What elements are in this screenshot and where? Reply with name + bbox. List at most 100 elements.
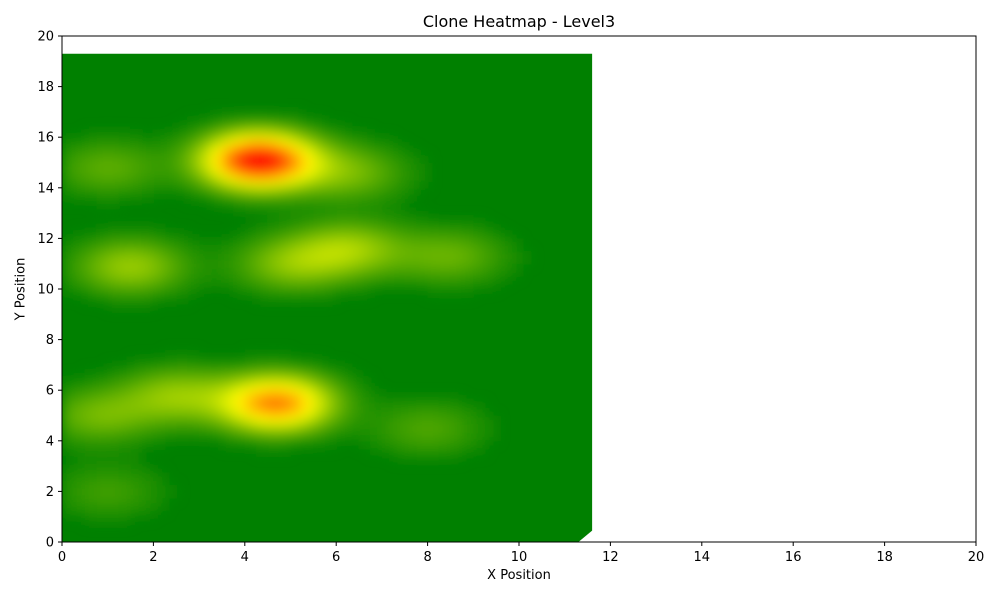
heatmap-cell: [62, 270, 75, 277]
heatmap-cell: [141, 295, 154, 303]
heatmap-cell: [62, 238, 75, 246]
heatmap-cell: [130, 270, 143, 277]
y-tick-label: 2: [46, 485, 54, 500]
heatmap-cell: [336, 206, 349, 214]
heatmap-cell: [153, 396, 166, 404]
heatmap-cell: [164, 232, 177, 239]
heatmap-cell: [301, 251, 314, 258]
heatmap-cell: [164, 371, 177, 379]
heatmap-cell: [313, 244, 326, 252]
heatmap-cell: [313, 206, 326, 214]
heatmap-cell: [164, 434, 177, 442]
heatmap-cell: [450, 415, 463, 423]
heatmap-cell: [84, 156, 97, 164]
heatmap-cell: [130, 225, 143, 233]
heatmap-cell: [130, 263, 143, 271]
heatmap-cell: [324, 289, 337, 296]
heatmap-cell: [233, 428, 246, 436]
heatmap-cell: [107, 175, 120, 183]
heatmap-cell: [210, 257, 223, 265]
heatmap-cell: [313, 251, 326, 258]
heatmap-cell: [176, 396, 189, 404]
x-tick-label: 8: [423, 550, 431, 565]
heatmap-cell: [439, 276, 452, 284]
heatmap-cell: [153, 491, 166, 499]
heatmap-cell: [210, 168, 223, 176]
heatmap-cell: [359, 396, 372, 404]
heatmap-cell: [96, 187, 109, 195]
heatmap-cell: [210, 244, 223, 252]
heatmap-cell: [221, 270, 234, 277]
heatmap-cell: [404, 276, 417, 284]
heatmap-cell: [141, 187, 154, 195]
heatmap-cell: [336, 194, 349, 202]
heatmap-cell: [381, 251, 394, 258]
heatmap-cell: [256, 118, 269, 126]
heatmap-cell: [141, 364, 154, 372]
heatmap-cell: [73, 175, 86, 183]
heatmap-cell: [256, 130, 269, 138]
heatmap-cell: [107, 364, 120, 372]
heatmap-cell: [267, 282, 280, 290]
heatmap-cell: [141, 289, 154, 296]
heatmap-cell: [73, 270, 86, 277]
heatmap-cell: [176, 168, 189, 176]
heatmap-cell: [199, 282, 212, 290]
heatmap-cell: [107, 415, 120, 423]
heatmap-cell: [141, 491, 154, 499]
heatmap-cell: [324, 130, 337, 138]
heatmap-cell: [290, 181, 303, 189]
heatmap-cell: [381, 270, 394, 277]
heatmap-cell: [473, 276, 486, 284]
heatmap-cell: [484, 244, 497, 252]
heatmap-cell: [393, 181, 406, 189]
heatmap-cell: [84, 289, 97, 296]
heatmap-cell: [233, 263, 246, 271]
heatmap-cell: [290, 282, 303, 290]
heatmap-cell: [233, 244, 246, 252]
heatmap-cell: [336, 244, 349, 252]
heatmap-cell: [199, 124, 212, 132]
heatmap-cell: [336, 371, 349, 379]
heatmap-cell: [62, 504, 75, 511]
heatmap-cell: [347, 162, 360, 170]
heatmap-cell: [130, 396, 143, 404]
heatmap-cell: [450, 276, 463, 284]
heatmap-cell: [324, 213, 337, 221]
heatmap-cell: [279, 390, 292, 398]
heatmap-cell: [256, 225, 269, 233]
heatmap-cell: [130, 149, 143, 157]
heatmap-cell: [404, 244, 417, 252]
heatmap-cell: [279, 377, 292, 385]
heatmap-cell: [427, 428, 440, 436]
y-tick-label: 16: [37, 131, 54, 146]
heatmap-cell: [313, 238, 326, 246]
heatmap-cell: [461, 225, 474, 233]
heatmap-cell: [119, 263, 132, 271]
heatmap-cell: [210, 421, 223, 429]
heatmap-cell: [96, 289, 109, 296]
heatmap-cell: [119, 295, 132, 303]
heatmap-cell: [141, 466, 154, 474]
heatmap-cell: [119, 485, 132, 492]
heatmap-cell: [404, 282, 417, 290]
heatmap-cell: [84, 453, 97, 461]
heatmap-cell: [84, 497, 97, 505]
heatmap-cell: [359, 137, 372, 145]
heatmap-cell: [233, 251, 246, 258]
heatmap-cell: [427, 257, 440, 265]
heatmap-cell: [279, 162, 292, 170]
heatmap-cell: [130, 238, 143, 246]
heatmap-cell: [427, 251, 440, 258]
heatmap-cell: [130, 478, 143, 486]
heatmap-cell: [141, 263, 154, 271]
heatmap-cell: [256, 143, 269, 151]
heatmap-cell: [473, 238, 486, 246]
heatmap-cell: [130, 390, 143, 398]
heatmap-cell: [267, 421, 280, 429]
heatmap-cell: [244, 187, 257, 195]
heatmap-cell: [290, 276, 303, 284]
heatmap-cell: [347, 219, 360, 227]
heatmap-cell: [427, 244, 440, 252]
heatmap-cell: [73, 181, 86, 189]
